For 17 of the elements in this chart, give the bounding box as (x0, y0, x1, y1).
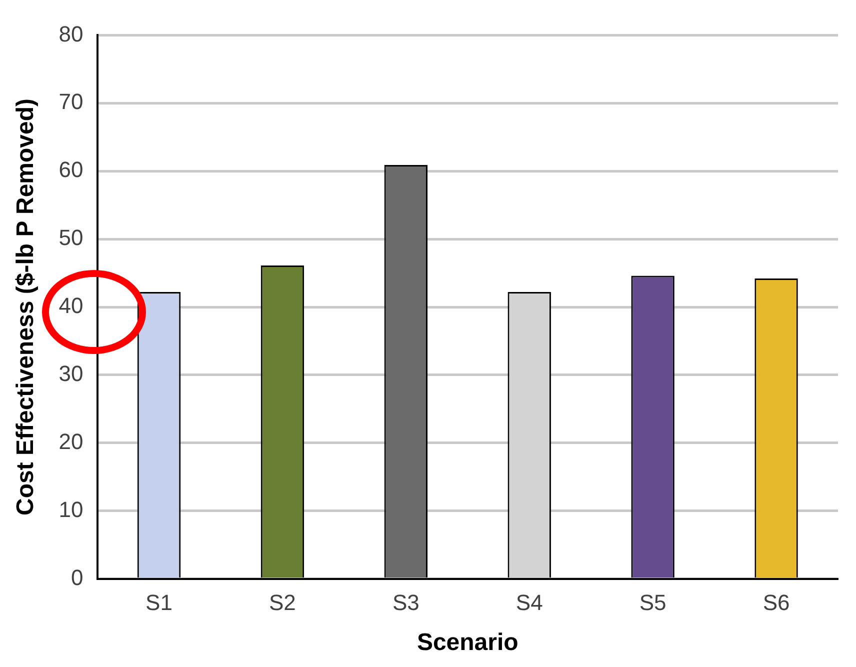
y-axis-title: Cost Effectiveness ($-lb P Removed) (12, 98, 40, 516)
y-tick-label: 60 (58, 157, 84, 182)
x-tick-label: S2 (268, 590, 296, 616)
x-axis-title: Scenario (416, 629, 518, 656)
y-tick-label: 80 (58, 21, 84, 46)
y-tick-label: 30 (58, 361, 84, 386)
y-tick-label: 40 (58, 293, 84, 318)
x-tick-label: S6 (762, 590, 790, 616)
y-tick-label: 50 (58, 225, 84, 250)
y-tick-label: 70 (58, 89, 84, 114)
x-tick-label: S3 (392, 590, 420, 616)
y-tick-label: 10 (58, 496, 84, 522)
x-tick-label: S5 (639, 590, 666, 616)
x-tick-label: S1 (146, 590, 172, 616)
y-tick-label: 0 (71, 564, 84, 590)
x-tick-label: S4 (516, 590, 543, 616)
y-tick-label: 20 (58, 428, 84, 454)
